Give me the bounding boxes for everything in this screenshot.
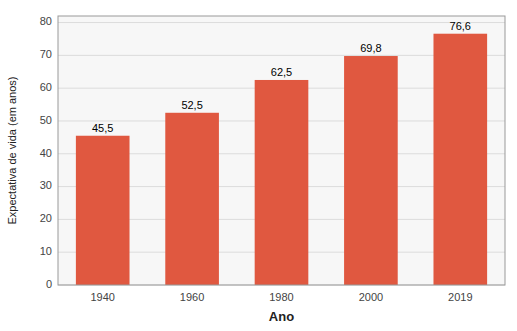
x-tick-label: 1940 <box>90 291 114 303</box>
y-tick-label: 70 <box>40 48 52 60</box>
x-tick-label: 1960 <box>180 291 204 303</box>
y-tick-label: 40 <box>40 147 52 159</box>
y-tick-label: 80 <box>40 15 52 27</box>
bars <box>76 34 487 285</box>
plot-frame <box>58 16 505 285</box>
data-label: 76,6 <box>450 20 471 32</box>
bar <box>76 136 130 285</box>
chart-container: 0 10 20 30 40 50 60 70 80 45,5 52,5 62,5 69,8 76,6 194… <box>0 0 517 331</box>
grid-line <box>58 22 505 23</box>
data-label: 62,5 <box>271 66 292 78</box>
data-label: 69,8 <box>360 42 381 54</box>
y-tick-label: 30 <box>40 179 52 191</box>
y-tick-label: 50 <box>40 114 52 126</box>
bar <box>255 80 309 285</box>
chart-svg: 0 10 20 30 40 50 60 70 80 45,5 52,5 62,5 69,8 76,6 194… <box>0 0 517 331</box>
y-tick-label: 10 <box>40 245 52 257</box>
bar <box>344 56 398 285</box>
data-label: 45,5 <box>92 122 113 134</box>
y-tick-label: 0 <box>46 278 52 290</box>
bar <box>433 34 487 285</box>
data-label: 52,5 <box>181 99 202 111</box>
x-tick-label: 1980 <box>269 291 293 303</box>
y-axis-label: Expectativa de vida (em anos) <box>6 77 18 225</box>
plot-background <box>58 16 505 285</box>
x-axis-label: Ano <box>269 309 294 324</box>
x-tick-label: 2000 <box>359 291 383 303</box>
bar <box>165 113 219 285</box>
y-tick-label: 20 <box>40 212 52 224</box>
y-tick-label: 60 <box>40 81 52 93</box>
x-tick-label: 2019 <box>448 291 472 303</box>
